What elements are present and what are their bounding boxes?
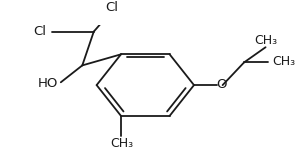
Text: Cl: Cl [33, 25, 46, 38]
Text: Cl: Cl [105, 1, 118, 14]
Text: O: O [216, 78, 226, 91]
Text: CH₃: CH₃ [110, 137, 133, 150]
Text: CH₃: CH₃ [273, 55, 296, 68]
Text: HO: HO [38, 77, 58, 90]
Text: CH₃: CH₃ [254, 34, 277, 47]
